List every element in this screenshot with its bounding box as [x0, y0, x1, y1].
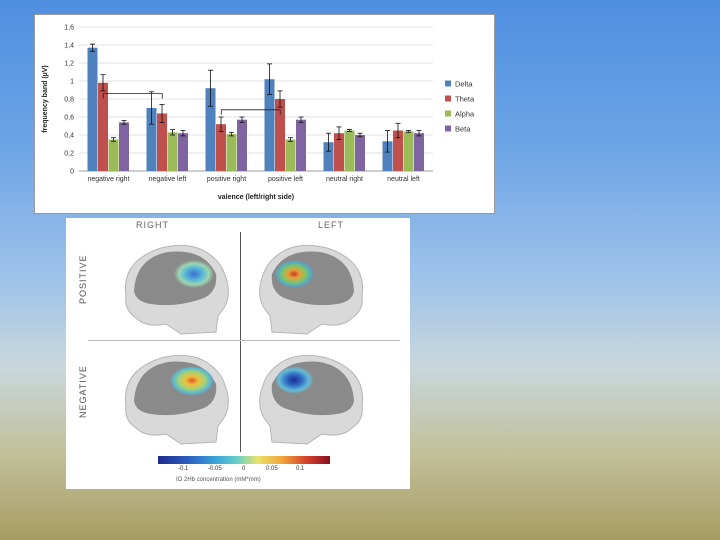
x-tick-label: positive left [268, 176, 303, 183]
row-header-negative: NEGATIVE [78, 365, 88, 418]
legend-swatch [445, 110, 451, 117]
legend-swatch [445, 125, 451, 132]
legend-label: Delta [455, 80, 473, 89]
legend-label: Theta [455, 95, 475, 104]
bar [87, 47, 98, 172]
colorbar-tick: -0.1 [178, 466, 189, 472]
colorbar-tick: 0.05 [266, 466, 278, 472]
bar [237, 119, 247, 171]
bar [275, 99, 285, 171]
bar [393, 130, 403, 171]
bar [344, 130, 355, 171]
bar [355, 135, 365, 171]
bar-chart: 0 0,2 0,4 0,6 0,8 1 1,2 1,4 1,6 frequency band (µ… [42, 25, 475, 202]
horizontal-divider [88, 340, 400, 341]
bar [157, 113, 167, 171]
y-tick-label: 0,2 [64, 151, 74, 158]
bar [296, 119, 306, 171]
head-positive-left [259, 244, 364, 335]
legend-swatch [445, 95, 451, 102]
significance-bracket [102, 93, 163, 99]
bar [98, 82, 108, 171]
legend-label: Beta [455, 125, 471, 134]
significance-bracket [220, 109, 281, 115]
bar [264, 79, 275, 171]
bar [167, 132, 178, 171]
bar [108, 139, 119, 171]
y-tick-label: 0,8 [64, 97, 74, 104]
bar [216, 124, 226, 171]
colorbar-caption: IO 2Hb concentration (mM*mm) [176, 477, 261, 483]
colorbar-tick: -0.05 [208, 466, 222, 472]
head-negative-left [259, 354, 364, 445]
colorbar-tick: 0 [242, 466, 246, 472]
legend-swatch [445, 80, 451, 87]
legend-label: Alpha [455, 110, 475, 119]
column-header-left: LEFT [318, 220, 345, 230]
x-tick-label: neutral left [387, 176, 420, 183]
bar [382, 141, 393, 171]
bar [178, 133, 188, 171]
colorbar [158, 456, 330, 464]
x-tick-label: negative left [149, 176, 187, 183]
vertical-divider [240, 232, 241, 452]
bar-chart-panel: 0 0,2 0,4 0,6 0,8 1 1,2 1,4 1,6 frequency band (µ… [34, 14, 495, 214]
y-tick-label: 1,6 [64, 25, 74, 32]
bar [323, 142, 334, 171]
x-tick-label: positive right [207, 176, 246, 183]
bar [403, 131, 414, 171]
y-axis-title: frequency band (µV) [42, 65, 49, 132]
y-tick-label: 0,6 [64, 115, 74, 122]
x-axis-title: valence (left/right side) [218, 194, 294, 201]
bar [226, 134, 237, 171]
colorbar-tick: 0.1 [296, 466, 305, 472]
y-tick-label: 1,2 [64, 61, 74, 68]
bar [146, 108, 157, 171]
column-header-right: RIGHT [136, 220, 169, 230]
bar [119, 122, 129, 171]
y-tick-label: 1 [70, 79, 74, 86]
x-tick-label: negative right [87, 176, 129, 183]
x-tick-label: neutral right [326, 176, 363, 183]
head-positive-right [124, 244, 229, 335]
brain-topography-figure: RIGHT LEFT POSITIVE NEGATIVE [66, 218, 410, 489]
row-header-positive: POSITIVE [78, 254, 88, 304]
y-tick-label: 0,4 [64, 133, 74, 140]
y-tick-label: 0 [70, 169, 74, 176]
y-tick-label: 1,4 [64, 43, 74, 50]
bar [414, 133, 424, 171]
bar [285, 139, 296, 171]
bar [334, 133, 344, 171]
bar [205, 88, 216, 171]
head-negative-right [124, 354, 229, 445]
